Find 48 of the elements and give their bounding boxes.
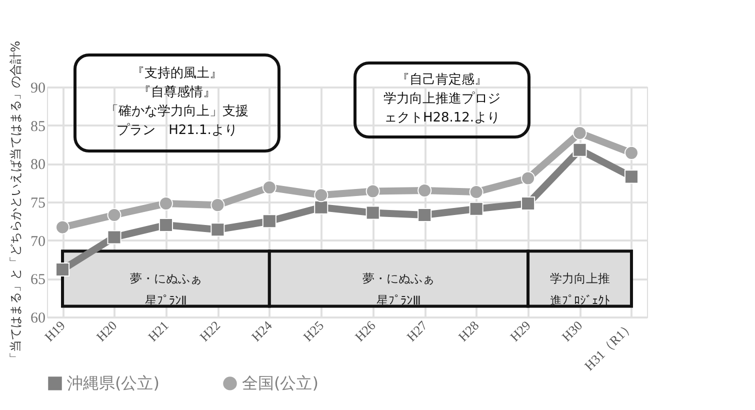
y-tick-label: 60 xyxy=(30,310,46,326)
band-label: 夢・にぬふぁ星ﾌﾟﾗﾝⅢ xyxy=(362,272,435,308)
annotation: 『自己肯定感』学力向上推進プロジェクトH28.12.より xyxy=(384,72,500,126)
point xyxy=(572,142,587,157)
point xyxy=(624,146,638,160)
y-tick-label: 65 xyxy=(30,272,46,288)
point xyxy=(418,208,432,222)
point xyxy=(624,170,638,184)
legend-label: 沖縄県(公立) xyxy=(67,373,160,392)
point xyxy=(314,200,328,214)
x-tick-label: H28 xyxy=(455,318,482,344)
point xyxy=(521,171,536,186)
point xyxy=(314,188,328,202)
point xyxy=(366,206,380,220)
y-tick-label: 85 xyxy=(30,118,46,135)
point xyxy=(262,214,276,228)
point xyxy=(158,218,173,232)
point xyxy=(210,198,225,212)
y-axis-title: 「当てはまる」と「どちらかといえば当てはまる」の合計% xyxy=(8,40,22,364)
point xyxy=(56,220,70,234)
y-tick-label: 90 xyxy=(30,80,46,96)
x-tick-label: H29 xyxy=(507,318,534,344)
band-label: 学力向上推進ﾌﾟﾛｼﾞｪｸﾄ xyxy=(550,272,610,308)
legend-label: 全国(公立) xyxy=(242,373,318,392)
point xyxy=(521,196,536,211)
x-tick-label: H26 xyxy=(352,317,379,344)
y-tick-label: 75 xyxy=(30,196,46,212)
point xyxy=(572,126,587,140)
point xyxy=(56,262,70,276)
x-tick-label: H22 xyxy=(196,318,224,344)
point xyxy=(366,184,380,198)
point xyxy=(210,222,225,237)
point xyxy=(469,185,484,200)
x-tick-label: H21 xyxy=(144,318,172,344)
point xyxy=(262,180,276,194)
x-tick-label: H20 xyxy=(93,318,120,344)
x-tick-label: H24 xyxy=(248,317,276,344)
point xyxy=(469,202,484,216)
point xyxy=(418,183,432,198)
annotation: 『支持的風土』『自尊感情』「確かな学力向上」支援プラン H21.1.より xyxy=(106,66,248,138)
x-tick-label: H27 xyxy=(404,317,430,344)
x-tick-label: H25 xyxy=(300,318,327,344)
point xyxy=(107,230,122,244)
point xyxy=(107,208,122,222)
y-tick-label: 70 xyxy=(30,234,46,250)
y-tick-label: 80 xyxy=(30,157,46,174)
band-label: 夢・にぬふぁ星ﾌﾟﾗﾝⅡ xyxy=(130,272,202,308)
point xyxy=(158,196,173,211)
